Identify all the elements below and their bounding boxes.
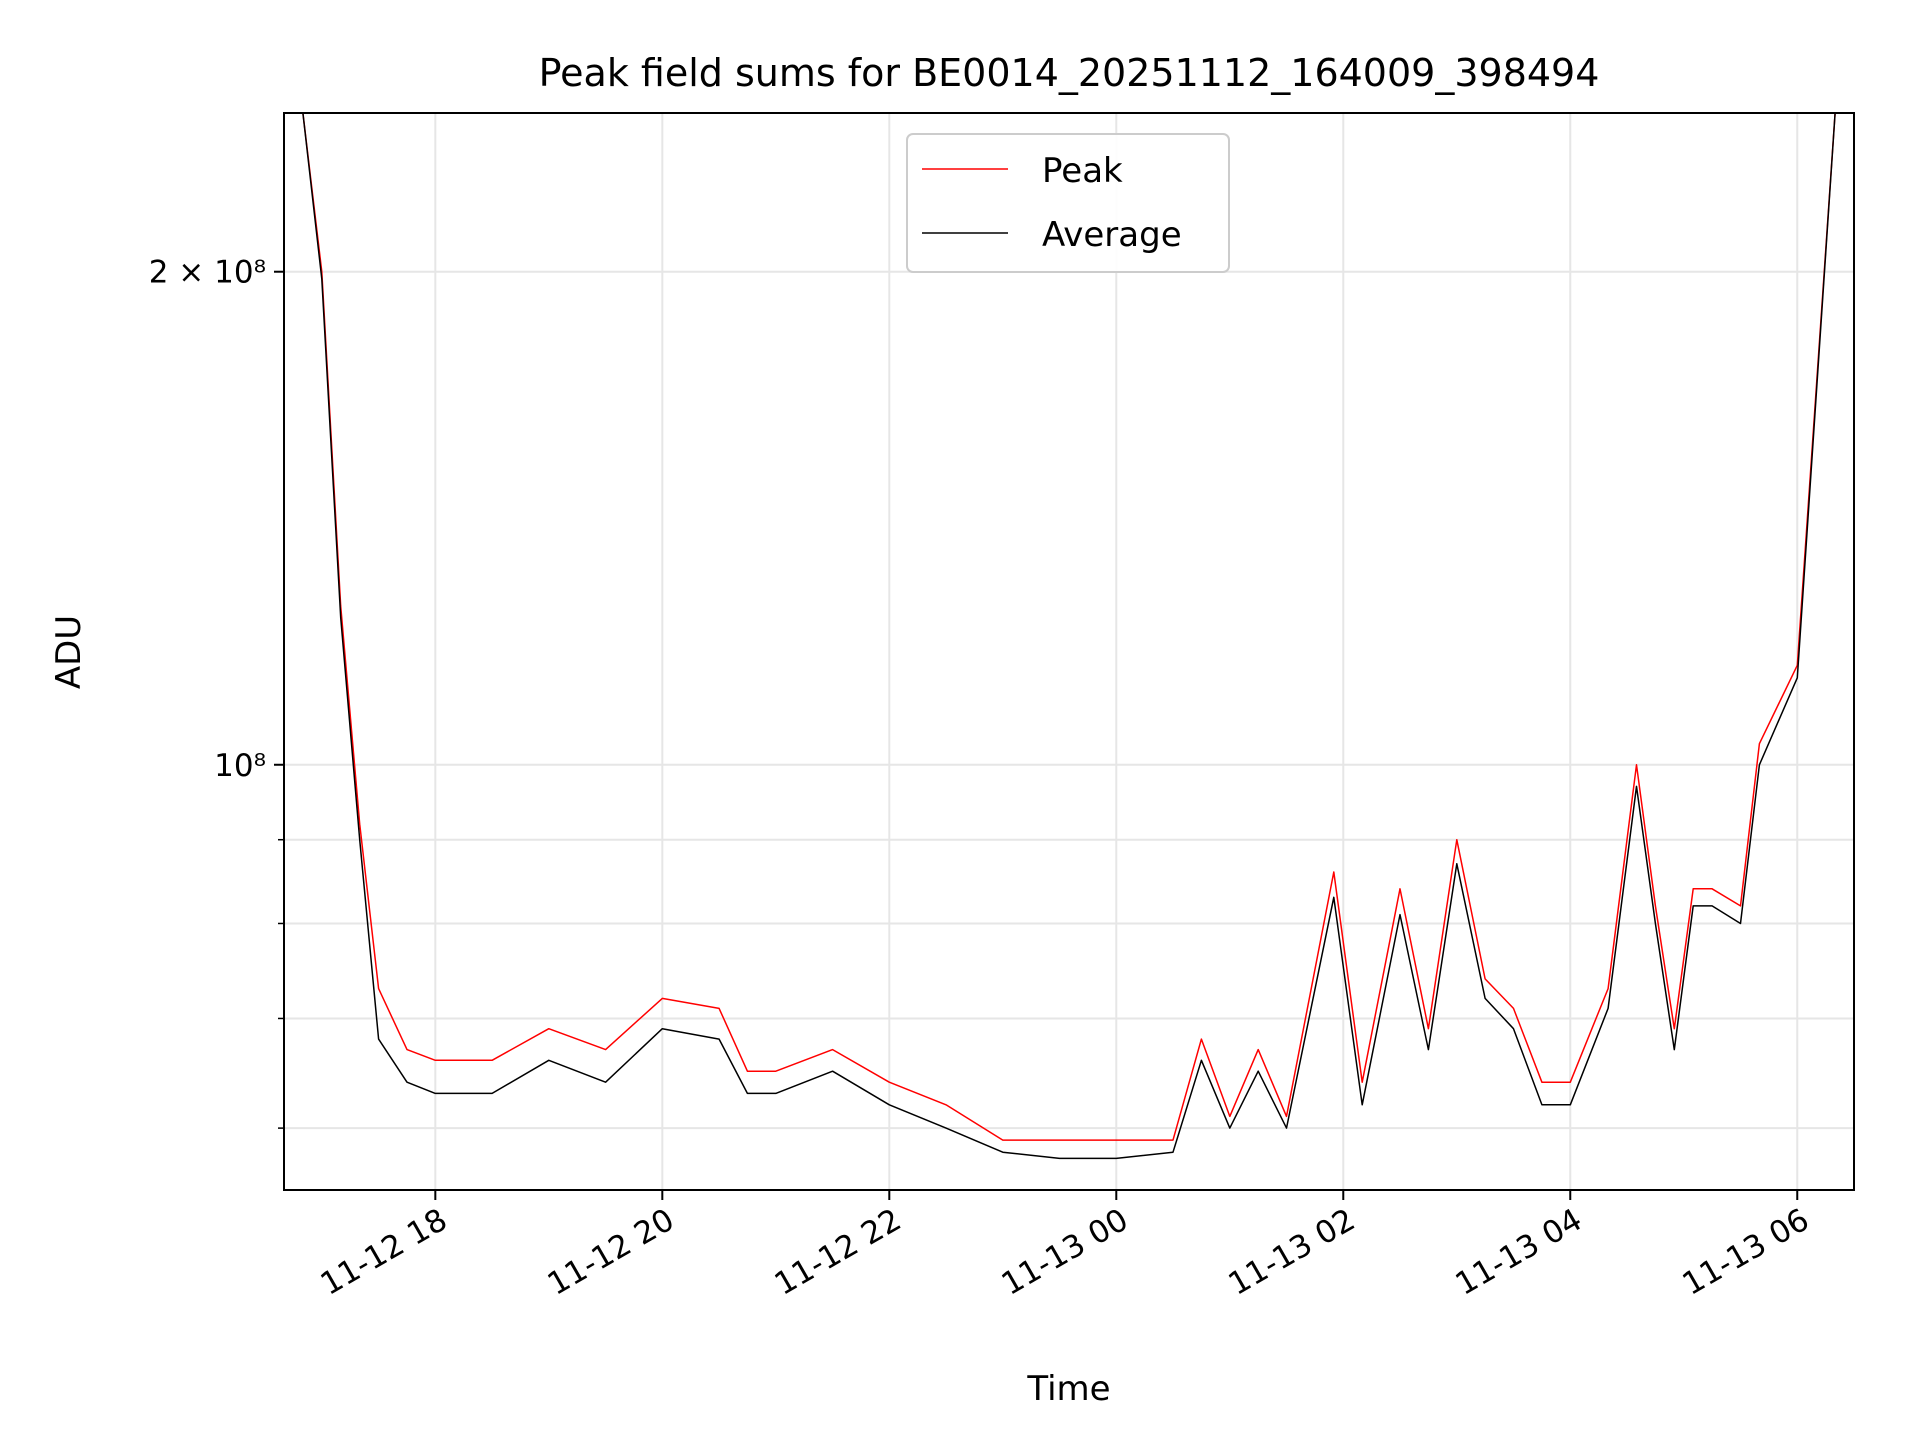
y-axis: 10⁸ 2 × 10⁸ [149,255,284,1129]
y-axis-label: ADU [49,615,89,689]
series-layer [284,113,1836,1160]
y-tick-label: 10⁸ [214,748,266,784]
plot-frame [283,112,1855,1191]
legend-label-average: Average [1042,215,1182,255]
series-line-peak [284,113,1836,1141]
x-axis-label: Time [1026,1369,1110,1409]
legend-label-peak: Peak [1042,151,1123,191]
legend: Peak Average [906,133,1230,273]
series-line-average [284,113,1836,1160]
grid [284,113,1854,1190]
chart-title: Peak field sums for BE0014_20251112_1640… [539,51,1600,95]
y-tick-label: 2 × 10⁸ [149,255,266,291]
